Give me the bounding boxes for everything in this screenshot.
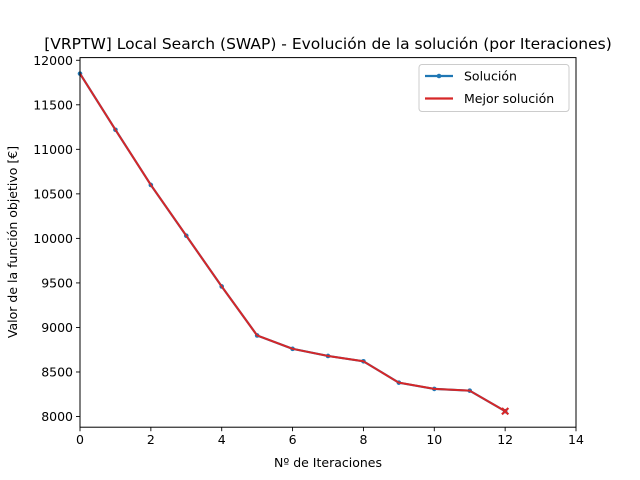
- x-tick-label: 14: [568, 432, 584, 447]
- y-tick-label: 12000: [33, 53, 73, 68]
- legend: Solución Mejor solución: [418, 64, 570, 112]
- y-tick-label: 11000: [33, 142, 73, 157]
- y-tick-label: 11500: [33, 97, 73, 112]
- x-tick-label: 10: [426, 432, 442, 447]
- y-axis-label: Valor de la función objetivo [€]: [5, 146, 20, 338]
- y-tick-label: 10000: [33, 231, 73, 246]
- x-tick-label: 6: [289, 432, 297, 447]
- series-layer: [77, 71, 510, 416]
- y-tick-label: 9500: [41, 275, 73, 290]
- legend-marker-solucion: [436, 73, 442, 79]
- x-axis-label: Nº de Iteraciones: [274, 455, 382, 470]
- x-tick-label: 4: [218, 432, 226, 447]
- legend-label-solucion: Solución: [464, 69, 517, 84]
- legend-label-mejor-solucion: Mejor solución: [464, 91, 554, 106]
- legend-box: [418, 64, 570, 112]
- y-tick-label: 9000: [41, 320, 73, 335]
- x-tick-label: 8: [359, 432, 367, 447]
- y-tick-label: 10500: [33, 186, 73, 201]
- chart-title: [VRPTW] Local Search (SWAP) - Evolución …: [44, 35, 612, 53]
- final-marker-stroke: [501, 407, 510, 416]
- y-tick-label: 8500: [41, 364, 73, 379]
- y-tick-label: 8000: [41, 409, 73, 424]
- axis-ticks: 0 2 4 6 8 10 12 14 8000 8500 9000 9500 10000 10500 110…: [33, 53, 584, 447]
- x-tick-label: 12: [497, 432, 513, 447]
- x-tick-label: 0: [76, 432, 84, 447]
- plot-frame: [79, 57, 577, 428]
- series-line-solucion: [79, 73, 506, 413]
- series-line-mejor-solucion: [79, 73, 506, 413]
- x-tick-label: 2: [147, 432, 155, 447]
- final-solution-marker: [501, 407, 510, 416]
